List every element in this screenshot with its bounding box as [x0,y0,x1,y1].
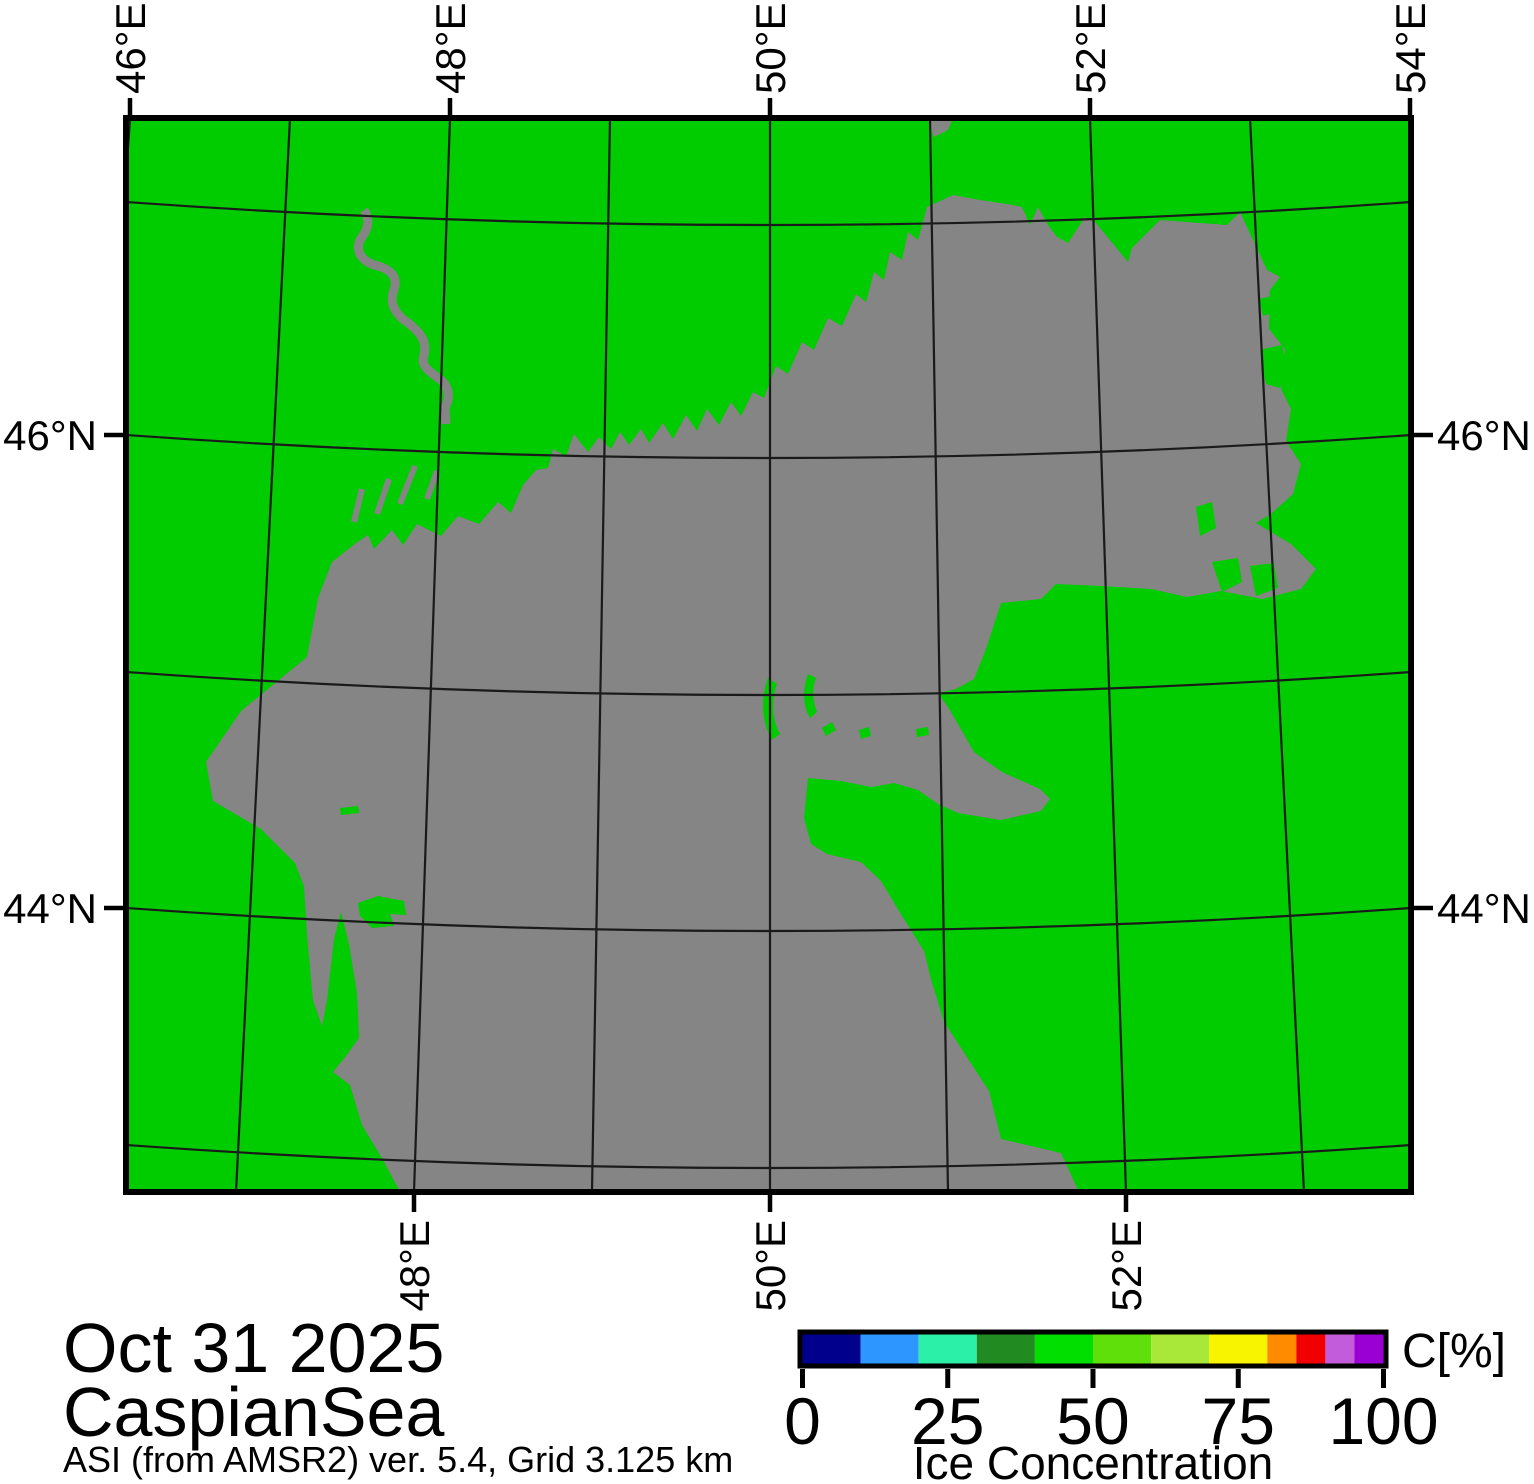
island-sliver [859,727,871,739]
graticule-grid [126,118,1411,1192]
colorbar-tick-number: 25 [911,1384,984,1458]
axis-tick-label: 54°E [1387,2,1434,94]
axis-tick-label: 52°E [1103,1220,1150,1312]
coastal-lagoon [1262,345,1287,388]
colorbar-segment-10-20 [860,1334,919,1364]
parallel-46N [126,433,1411,460]
meridian-51E [928,118,950,1192]
colorbar-tick-number: 50 [1056,1384,1129,1458]
colorbar-segment-40-50 [1034,1334,1093,1364]
axis-tick-label: 44°N [3,885,97,932]
colorbar-segment-90-95 [1325,1334,1355,1364]
island-sliver [916,727,929,737]
colorbar-axis-label: Ice Concentration [913,1437,1274,1484]
coastal-lagoon [1196,502,1216,536]
axis-tick-label: 48°E [391,1220,438,1312]
coastal-lagoon [1259,296,1276,316]
axis-tick-label: 46°N [3,412,97,459]
parallel-43N [126,1143,1411,1170]
parallel-45N [126,670,1411,697]
meridian-54E [1408,118,1411,150]
axis-labels: 46°E 48°E 50°E 52°E 54°E 48°E 50°E 52°E 46°N 44°N… [3,2,1531,1311]
region-label: CaspianSea [63,1373,444,1451]
parallel-47N [126,200,1411,227]
island-sliver [763,678,780,740]
annotation-block: Oct 31 2025 CaspianSea ASI (from AMSR2) … [63,1309,733,1480]
axis-tick-label: 50°E [747,2,794,94]
island-sliver [822,722,836,736]
colorbar-segments [802,1334,1384,1364]
colorbar: 0 25 50 75 100 C[%] Ice Concentration [784,1325,1506,1484]
coastal-lagoon [1212,558,1242,592]
colorbar-segment-95-100 [1354,1334,1384,1364]
meridian-48E [412,118,452,1192]
meridian-47E [234,118,292,1192]
axis-tick-label: 44°N [1437,885,1531,932]
meridian-46E [126,118,132,195]
axis-tick-label: 52°E [1067,2,1114,94]
colorbar-segment-30-40 [976,1334,1035,1364]
colorbar-segment-60-70 [1151,1334,1210,1364]
colorbar-segment-85-90 [1296,1334,1326,1364]
colorbar-tick-number: 100 [1328,1384,1438,1458]
meridian-52E [1088,118,1128,1192]
date-label: Oct 31 2025 [63,1309,444,1387]
colorbar-ticks: 0 25 50 75 100 [784,1369,1439,1458]
colorbar-segment-50-60 [1093,1334,1152,1364]
island-sliver [340,806,359,815]
axis-tick-label: 50°E [747,1220,794,1312]
coastal-lagoon [1250,563,1278,596]
islands-and-lagoons [340,296,1287,928]
axis-tick-label: 48°E [427,2,474,94]
colorbar-segment-80-85 [1267,1334,1297,1364]
colorbar-segment-20-30 [918,1334,977,1364]
colorbar-segment-70-80 [1209,1334,1268,1364]
caspian-sea-water [206,195,1316,1192]
chechen-island [358,896,406,928]
top-edge-water-notch [927,118,953,137]
source-label: ASI (from AMSR2) ver. 5.4, Grid 3.125 km [63,1439,733,1480]
axis-tick-label: 46°E [107,2,154,94]
parallel-44N [126,906,1411,933]
colorbar-border [797,1329,1389,1369]
meridian-49E [590,118,612,1192]
colorbar-tick-number: 0 [784,1384,821,1458]
volga-delta-channels [351,464,440,523]
colorbar-tick-number: 75 [1202,1384,1275,1458]
colorbar-segment-0-10 [802,1334,861,1364]
axis-tick-label: 46°N [1437,412,1531,459]
meridian-53E [1248,118,1306,1192]
colorbar-title: C[%] [1402,1325,1506,1378]
